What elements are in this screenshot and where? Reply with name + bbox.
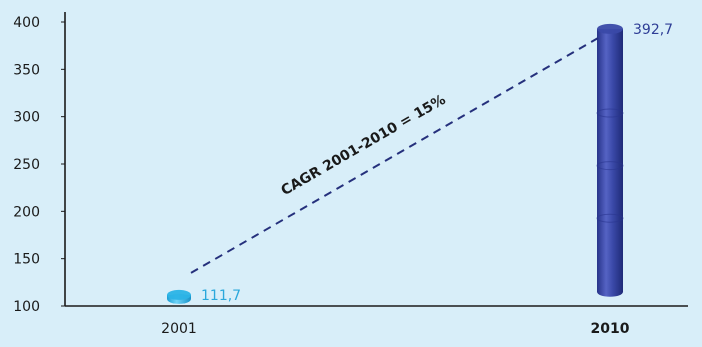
y-tick-label: 100: [13, 299, 40, 315]
data-label-2001: 111,7: [201, 288, 241, 304]
y-tick-label: 200: [13, 204, 40, 220]
cagr-annotation: CAGR 2001-2010 = 15%: [279, 92, 449, 199]
bar-2010: [596, 23, 624, 297]
x-tick-label-2010: 2010: [591, 321, 630, 337]
bar-2001: [167, 289, 191, 304]
bar-base: [597, 286, 623, 297]
bar-band: [596, 108, 624, 118]
data-label-2010: 392,7: [633, 22, 673, 38]
bar-top: [167, 289, 191, 300]
bar-body: [597, 28, 623, 292]
y-tick-label: 150: [13, 252, 40, 268]
bar-band: [596, 213, 624, 223]
bar-band: [596, 161, 624, 171]
trend-line: [190, 36, 601, 274]
y-tick-label: 250: [13, 157, 40, 173]
y-tick-label: 300: [13, 110, 40, 126]
x-tick-label-2001: 2001: [161, 321, 197, 337]
y-tick-label: 350: [13, 62, 40, 78]
bar-top: [597, 23, 623, 34]
y-tick-label: 400: [13, 15, 40, 31]
